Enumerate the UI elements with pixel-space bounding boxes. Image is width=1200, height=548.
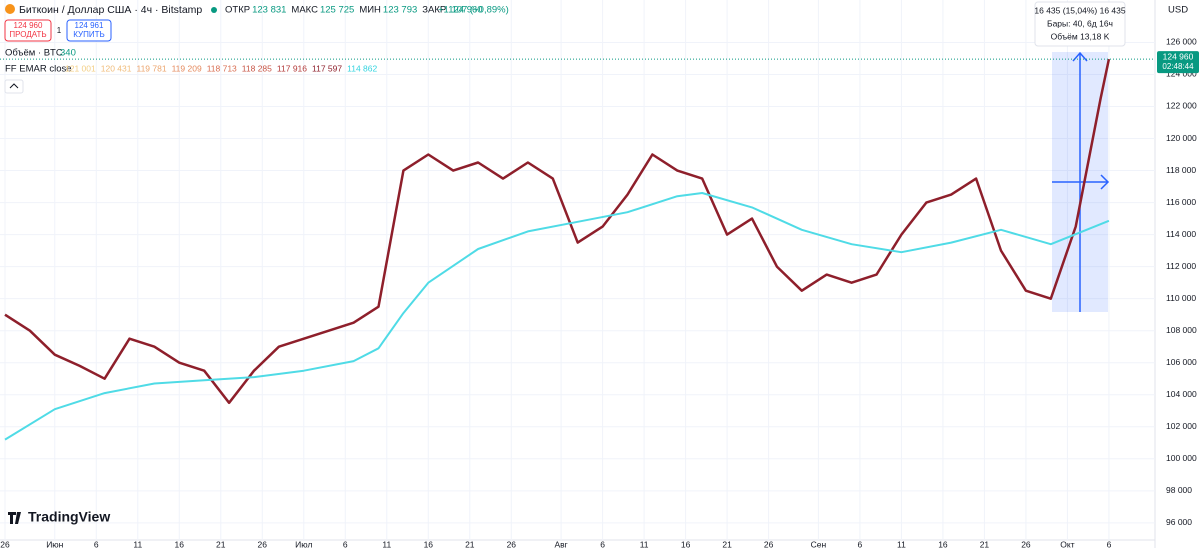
- symbol: Биткоин / Доллар США · 4ч · Bitstamp: [19, 4, 202, 16]
- plot: [0, 58, 1155, 441]
- ema-value: 119 209: [172, 63, 202, 73]
- ema-value: 117 916: [277, 63, 307, 73]
- y-tick-label: 118 000: [1166, 165, 1196, 175]
- sell-button[interactable]: [4, 19, 52, 42]
- x-tick-label: Авг: [554, 539, 567, 548]
- x-tick-label: 16: [938, 539, 948, 548]
- x-tick-label: Сен: [811, 539, 827, 548]
- y-tick-label: 108 000: [1166, 325, 1197, 335]
- x-tick-label: 21: [722, 539, 732, 548]
- y-tick-label: 96 000: [1166, 517, 1192, 527]
- y-tick-label: 116 000: [1166, 197, 1196, 207]
- ema-label: FF EMAR close: [5, 64, 72, 75]
- x-tick-label: 21: [216, 539, 226, 548]
- measure-arrow-head: [1072, 51, 1088, 62]
- x-tick-label: 6: [1107, 539, 1112, 548]
- ema-value: 117 597: [312, 63, 342, 73]
- brand: TradingView: [28, 509, 110, 525]
- x-tick-label: 26: [764, 539, 774, 548]
- ema-value: 121 001: [65, 63, 96, 73]
- x-tick-label: Окт: [1060, 539, 1074, 548]
- x-tick-label: 21: [465, 539, 475, 548]
- y-tick-label: 104 000: [1166, 389, 1197, 399]
- x-tick-label: 11: [640, 539, 649, 548]
- brand-logo: [8, 512, 21, 524]
- ohlc-key: МАКС: [291, 5, 318, 16]
- buy-label: КУПИТЬ: [73, 30, 104, 39]
- change: +1 107 (+0,89%): [438, 5, 509, 16]
- price-tag-text: 124 960: [1163, 51, 1194, 61]
- volume-value: 340: [60, 48, 76, 59]
- x-tick-label: 11: [133, 539, 142, 548]
- ohlc-value: 124 960: [448, 5, 482, 16]
- x-tick-label: 6: [94, 539, 99, 548]
- y-tick-label: 124 000: [1166, 69, 1197, 79]
- ema-value: 114 862: [347, 63, 377, 73]
- collapse-button[interactable]: [4, 79, 24, 94]
- y-tick-label: 114 000: [1166, 229, 1196, 239]
- x-tick-label: 16: [175, 539, 185, 548]
- symbol-icon: [5, 4, 15, 14]
- ema-value: 120 431: [101, 63, 132, 73]
- measure-text: Бары: 40, 6д 16ч: [1047, 18, 1113, 28]
- x-tick-label: 21: [980, 539, 990, 548]
- ema-value: 118 713: [207, 63, 237, 73]
- x-tick-label: 26: [0, 539, 10, 548]
- y-tick-label: 102 000: [1166, 421, 1197, 431]
- ema-value: 119 781: [136, 63, 166, 73]
- measure-tooltip: [1034, 1, 1126, 47]
- price-tag: [1157, 51, 1199, 74]
- y-tick-label: 112 000: [1166, 261, 1196, 271]
- measure-text: 16 435 (15,04%) 16 435: [1034, 5, 1125, 15]
- y-tick-label: 120 000: [1166, 133, 1197, 143]
- series-line: [4, 192, 1110, 441]
- y-tick-label: 100 000: [1166, 453, 1197, 463]
- sell-label: ПРОДАТЬ: [9, 30, 46, 39]
- spread: 1: [57, 26, 62, 35]
- x-tick-label: 16: [424, 539, 434, 548]
- collapse-icon: [9, 83, 19, 89]
- status-dot: [211, 7, 217, 13]
- x-tick-label: 11: [897, 539, 906, 548]
- y-tick-label: 126 000: [1166, 37, 1197, 47]
- x-tick-label: Июн: [46, 539, 63, 548]
- y-tick-label: 106 000: [1166, 357, 1197, 367]
- x-tick-label: 16: [681, 539, 691, 548]
- grid: [0, 0, 1155, 540]
- x-tick-label: 6: [858, 539, 863, 548]
- currency: USD: [1168, 5, 1188, 16]
- countdown: 02:48:44: [1162, 62, 1194, 71]
- ohlc-key: МИН: [359, 5, 381, 16]
- volume-label: Объём · BTC: [5, 48, 63, 59]
- ohlc-key: ОТКР: [225, 5, 250, 16]
- ohlc-value: 123 793: [383, 5, 417, 16]
- y-tick-label: 110 000: [1166, 293, 1196, 303]
- x-tick-label: 6: [343, 539, 348, 548]
- x-tick-label: 26: [258, 539, 268, 548]
- x-tick-label: 11: [382, 539, 391, 548]
- ohlc: ОТКР 123 831 МАКС 125 725 МИН 123 793 ЗАКР 124 …: [225, 5, 483, 16]
- ohlc-key: ЗАКР: [422, 5, 446, 16]
- series-line: [4, 58, 1111, 405]
- x-tick-label: Июл: [295, 539, 312, 548]
- ohlc-value: 123 831: [252, 5, 286, 16]
- ema-value: 118 285: [242, 63, 272, 73]
- measure-text: Объём 13,18 K: [1051, 31, 1110, 41]
- measure-arrow-head: [1100, 174, 1110, 190]
- buy-button[interactable]: [66, 19, 112, 42]
- x-tick-label: 26: [507, 539, 517, 548]
- y-tick-label: 98 000: [1166, 485, 1192, 495]
- x-tick-label: 26: [1021, 539, 1031, 548]
- ema-values: 121 001 120 431 119 781 119 209 118 713 118 2…: [65, 63, 377, 73]
- y-tick-label: 122 000: [1166, 101, 1197, 111]
- x-tick-label: 6: [600, 539, 605, 548]
- sell-price: 124 960: [14, 21, 43, 30]
- buy-price: 124 961: [75, 21, 104, 30]
- ohlc-value: 125 725: [320, 5, 354, 16]
